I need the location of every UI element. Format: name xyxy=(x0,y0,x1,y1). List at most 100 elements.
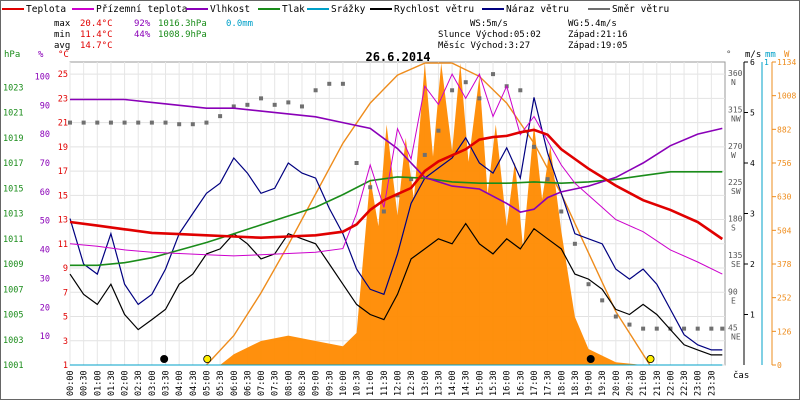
x-tick-label: 07:00 xyxy=(257,370,267,396)
y-tick-direction-compass: N xyxy=(731,78,736,87)
x-tick-label: 06:00 xyxy=(230,370,240,396)
y-tick-solar: 1008 xyxy=(777,92,796,101)
stats-max-pressure: 1016.3hPa xyxy=(158,19,207,29)
x-tick-label: 20:00 xyxy=(612,370,622,396)
x-tick-label: 10:30 xyxy=(353,370,363,396)
wind-direction-point xyxy=(668,326,673,331)
y-tick-direction-degree: 45 xyxy=(728,324,738,333)
legend-label-pressure: Tlak xyxy=(282,4,305,15)
x-tick-label: 13:30 xyxy=(434,370,444,396)
stats-max-humidity: 92% xyxy=(134,19,151,29)
y-tick-wind-speed: 4 xyxy=(750,159,755,168)
y-tick-wind-speed: 3 xyxy=(750,210,755,219)
marker-sunrise xyxy=(203,354,212,363)
y-tick-solar: 126 xyxy=(777,327,792,336)
unit-ms: m/s xyxy=(745,50,761,60)
y-tick-pressure: 1007 xyxy=(3,285,23,295)
y-tick-pressure: 1021 xyxy=(3,109,23,119)
y-tick-temperature: 21 xyxy=(58,119,68,129)
x-tick-label: 21:00 xyxy=(639,370,649,396)
x-tick-label: 17:30 xyxy=(544,370,554,396)
series-ground-temperature xyxy=(69,72,723,275)
wind-direction-point xyxy=(572,241,577,246)
x-tick-label: 07:30 xyxy=(271,370,281,396)
x-tick-label: 11:30 xyxy=(380,370,390,396)
wind-direction-point xyxy=(136,120,141,125)
x-tick-label: 15:00 xyxy=(475,370,485,396)
wind-direction-point xyxy=(381,209,386,214)
info-wind-gust: WG:5.4m/s xyxy=(568,19,617,29)
x-tick-label: 02:30 xyxy=(134,370,144,396)
wind-direction-point xyxy=(177,122,182,127)
y-tick-direction-degree: 360 xyxy=(728,69,743,78)
y-tick-direction-compass: NE xyxy=(731,333,741,342)
info-wind-speed: WS:5m/s xyxy=(470,19,508,29)
wind-direction-point xyxy=(695,326,700,331)
x-axis-title: čas xyxy=(733,370,749,381)
y-tick-pressure: 1009 xyxy=(3,260,23,270)
stats-min-label: min xyxy=(54,30,70,40)
y-tick-pressure: 1011 xyxy=(3,235,23,245)
axis-units: hPa % °C ° m/s mm W xyxy=(4,50,790,60)
info-moonset: Západ:19:05 xyxy=(568,41,628,51)
y-tick-pressure: 1005 xyxy=(3,311,23,321)
y-tick-solar: 378 xyxy=(777,260,792,269)
x-tick-label: 06:30 xyxy=(243,370,253,396)
y-tick-humidity: 80 xyxy=(40,130,50,140)
wind-direction-point xyxy=(409,177,414,182)
x-tick-label: 13:00 xyxy=(421,370,431,396)
stats-max-label: max xyxy=(54,19,71,29)
wind-direction-point xyxy=(286,100,291,105)
y-tick-temperature: 15 xyxy=(58,191,68,201)
legend-label-temperature: Teplota xyxy=(26,4,66,15)
wind-direction-point xyxy=(190,122,195,127)
wind-direction-point xyxy=(272,102,277,107)
info-sunrise: Slunce Východ:05:02 xyxy=(438,30,541,40)
x-tick-label: 20:30 xyxy=(625,370,635,396)
x-tick-label: 19:00 xyxy=(585,370,595,396)
wind-direction-point xyxy=(368,185,373,190)
y-tick-temperature: 7 xyxy=(63,288,68,298)
y-tick-humidity: 20 xyxy=(40,303,50,313)
wind-direction-point xyxy=(340,81,345,86)
wind-direction-point xyxy=(600,298,605,303)
legend-label-wind-speed: Rychlost větru xyxy=(394,4,474,15)
x-tick-label: 04:30 xyxy=(189,370,199,396)
x-tick-label: 17:00 xyxy=(530,370,540,396)
wind-direction-point xyxy=(518,88,523,93)
y-tick-humidity: 50 xyxy=(40,217,50,227)
unit-degree: ° xyxy=(726,50,731,60)
y-tick-rain: 1 xyxy=(764,58,769,67)
wind-direction-point xyxy=(108,120,113,125)
stats-min-temperature: 11.4°C xyxy=(80,30,113,40)
y-tick-direction-degree: 90 xyxy=(728,287,738,296)
legend-label-wind-direction: Směr větru xyxy=(612,4,669,15)
unit-celsius: °C xyxy=(58,50,69,60)
y-tick-temperature: 25 xyxy=(58,70,68,80)
stats-max-temperature: 20.4°C xyxy=(80,19,113,29)
y-tick-direction-compass: S xyxy=(731,224,736,233)
y-tick-wind-speed: 2 xyxy=(750,260,755,269)
wind-direction-point xyxy=(81,120,86,125)
wind-direction-point xyxy=(204,120,209,125)
wind-direction-point xyxy=(245,102,250,107)
y-tick-solar: 504 xyxy=(777,226,792,235)
stats-min-humidity: 44% xyxy=(134,30,151,40)
x-tick-label: 23:30 xyxy=(707,370,717,396)
wind-direction-point xyxy=(68,120,72,125)
y-tick-direction-compass: NW xyxy=(731,114,741,123)
x-tick-label: 18:30 xyxy=(571,370,581,396)
y-tick-direction-compass: E xyxy=(731,296,736,305)
info-block: WS:5m/s WG:5.4m/s Slunce Východ:05:02 Zá… xyxy=(438,19,628,51)
y-tick-pressure: 1013 xyxy=(3,210,23,220)
x-tick-label: 16:00 xyxy=(503,370,513,396)
series-temperature xyxy=(69,128,724,241)
x-tick-label: 00:00 xyxy=(66,370,76,396)
x-tick-label: 14:30 xyxy=(462,370,472,396)
marker-moonset xyxy=(586,354,595,363)
x-tick-label: 01:30 xyxy=(107,370,117,396)
wind-direction-point xyxy=(613,314,618,319)
x-tick-label: 22:30 xyxy=(680,370,690,396)
x-tick-label: 03:30 xyxy=(162,370,172,396)
